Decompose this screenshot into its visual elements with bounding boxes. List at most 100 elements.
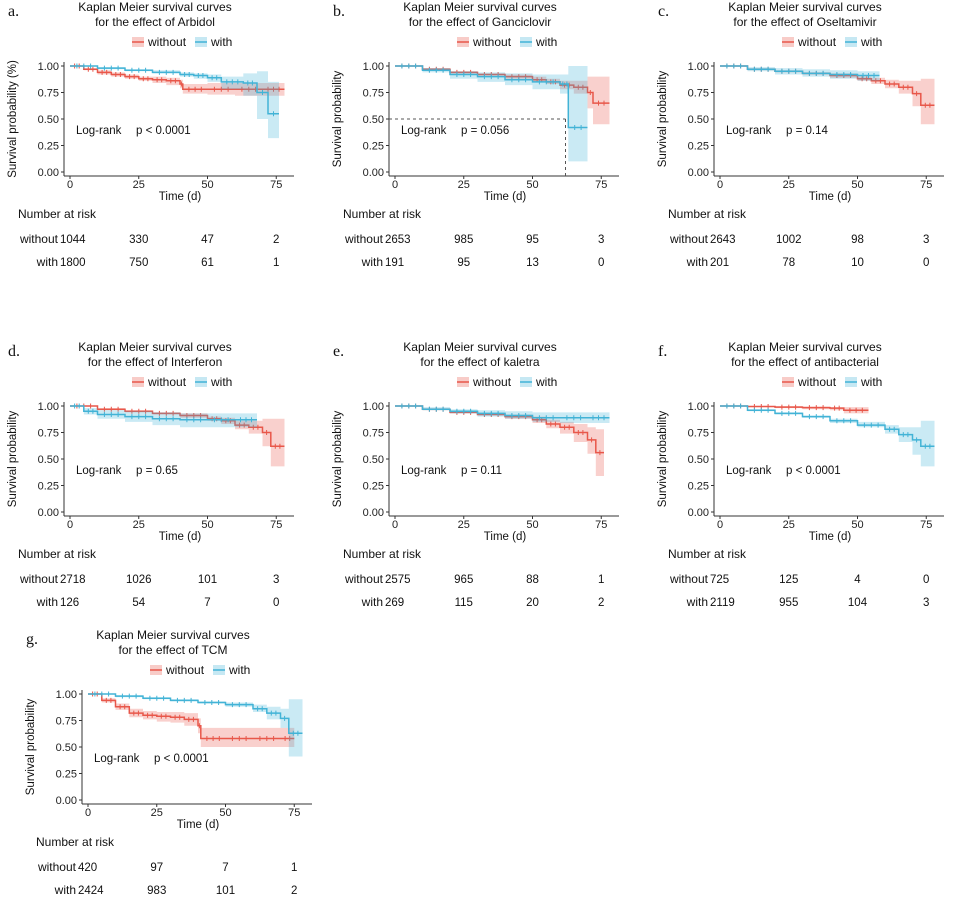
y-axis-title: Survival probability (25, 698, 37, 795)
ci-band-with (395, 66, 588, 162)
legend: without with (132, 375, 232, 389)
risk-row-label-with: with (686, 255, 708, 269)
risk-count: 0 (598, 257, 604, 269)
y-tick-label: 0.75 (363, 428, 384, 440)
y-tick-label: 1.00 (363, 401, 384, 413)
y-tick-label: 0.75 (688, 428, 709, 440)
risk-count: 269 (385, 597, 404, 609)
y-axis-title: Survival probability (7, 410, 19, 507)
panel-letter: a. (8, 3, 19, 20)
y-tick-label: 1.00 (38, 61, 59, 73)
risk-count: 191 (385, 257, 404, 269)
p-value: p < 0.0001 (154, 753, 209, 765)
censor-marks-with (76, 63, 274, 117)
risk-count: 965 (454, 574, 473, 586)
logrank-label: Log-rank (76, 465, 122, 477)
risk-count: 115 (455, 597, 473, 609)
risk-count: 104 (848, 597, 868, 609)
chart-title-line-2: for the effect of TCM (119, 643, 228, 657)
y-tick-label: 0.50 (56, 742, 77, 754)
risk-row-label-without: without (669, 572, 709, 586)
legend-label-without: without (472, 375, 512, 389)
risk-count: 7 (222, 862, 228, 874)
survival-curve-without (70, 65, 285, 91)
panel-letter: c. (658, 3, 669, 20)
x-axis-title: Time (d) (484, 191, 527, 203)
risk-table-heading: Number at risk (343, 207, 422, 221)
chart-title-line-1: Kaplan Meier survival curves (728, 340, 881, 354)
y-tick-label: 0.00 (363, 167, 384, 179)
y-tick-label: 0.50 (38, 114, 59, 126)
x-tick-label: 0 (85, 807, 91, 819)
y-tick-label: 0.25 (688, 141, 709, 153)
risk-count: 0 (273, 597, 279, 609)
risk-row-label-with: with (361, 595, 383, 609)
x-tick-label: 75 (920, 179, 932, 191)
legend: without with (132, 35, 232, 49)
y-tick-label: 0.75 (38, 88, 59, 100)
legend-label-without: without (165, 663, 205, 677)
x-tick-label: 50 (851, 179, 863, 191)
x-tick-label: 25 (458, 179, 470, 191)
chart-title-line-2: for the effect of Arbidol (95, 15, 215, 29)
x-tick-label: 0 (717, 179, 723, 191)
survival-curve-with (720, 405, 935, 448)
risk-count: 750 (129, 257, 148, 269)
x-tick-label: 25 (458, 519, 470, 531)
risk-count: 2653 (385, 234, 411, 246)
censor-marks-with (726, 403, 931, 449)
y-axis-title: Survival probability (657, 410, 669, 507)
risk-count: 201 (710, 257, 729, 269)
y-tick-label: 0.00 (38, 507, 59, 519)
risk-count: 13 (526, 257, 539, 269)
censor-marks-with (401, 63, 582, 130)
legend-label-with: with (228, 663, 250, 677)
risk-count: 7 (204, 597, 210, 609)
x-tick-label: 50 (526, 519, 538, 531)
ci-band-with (720, 66, 880, 81)
legend: without with (150, 663, 250, 677)
risk-count: 3 (273, 574, 279, 586)
risk-count: 2119 (710, 597, 735, 609)
y-axis-title: Survival probability (332, 410, 344, 507)
risk-row-label-without: without (37, 860, 77, 874)
panel-letter: g. (26, 631, 38, 648)
y-tick-label: 1.00 (38, 401, 59, 413)
risk-count: 0 (923, 257, 929, 269)
risk-count: 101 (198, 574, 217, 586)
censor-marks-with (94, 691, 299, 736)
survival-curve-with (720, 65, 880, 77)
risk-row-label-with: with (361, 255, 383, 269)
y-tick-label: 0.75 (363, 88, 384, 100)
y-tick-label: 0.00 (688, 507, 709, 519)
legend-label-with: with (860, 35, 882, 49)
logrank-label: Log-rank (76, 125, 122, 137)
panel-letter: f. (658, 343, 667, 360)
risk-count: 4 (854, 574, 861, 586)
y-tick-label: 0.25 (38, 481, 59, 493)
legend: without with (782, 375, 882, 389)
x-tick-label: 0 (717, 519, 723, 531)
x-tick-label: 50 (201, 519, 213, 531)
risk-count: 2575 (385, 574, 411, 586)
risk-count: 2643 (710, 234, 736, 246)
risk-count: 2424 (78, 885, 104, 895)
risk-table-heading: Number at risk (36, 835, 115, 849)
risk-count: 1 (273, 257, 279, 269)
censor-marks-with (726, 63, 875, 78)
survival-curve-with (70, 65, 279, 115)
ci-band-with (395, 406, 610, 423)
x-tick-label: 0 (67, 179, 73, 191)
y-tick-label: 0.50 (688, 454, 709, 466)
panel-letter: e. (333, 343, 344, 360)
x-tick-label: 75 (270, 519, 282, 531)
x-axis-title: Time (d) (177, 819, 220, 831)
risk-count: 1044 (60, 234, 86, 246)
chart-title-line-2: for the effect of antibacterial (731, 355, 879, 369)
y-tick-label: 0.75 (38, 428, 59, 440)
y-tick-label: 0.25 (363, 141, 384, 153)
